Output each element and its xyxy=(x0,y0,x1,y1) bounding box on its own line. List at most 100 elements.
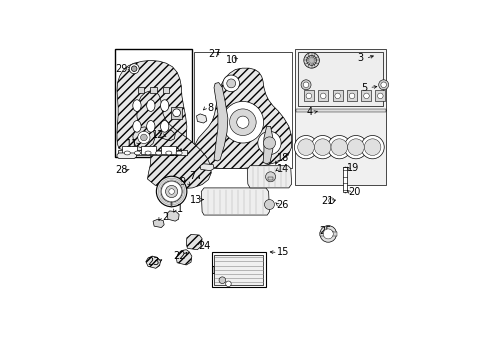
Bar xyxy=(117,150,187,156)
Circle shape xyxy=(303,53,319,68)
Text: 19: 19 xyxy=(346,163,359,173)
Bar xyxy=(150,87,157,93)
Bar xyxy=(342,167,346,192)
Polygon shape xyxy=(196,114,206,123)
Bar xyxy=(318,90,327,102)
Text: 5: 5 xyxy=(361,82,366,93)
Polygon shape xyxy=(176,250,191,265)
Circle shape xyxy=(156,176,186,207)
Circle shape xyxy=(320,93,325,99)
Polygon shape xyxy=(263,126,272,164)
Text: 13: 13 xyxy=(189,195,202,205)
Polygon shape xyxy=(214,82,227,161)
Polygon shape xyxy=(166,211,179,221)
Bar xyxy=(193,52,292,168)
Circle shape xyxy=(219,277,225,284)
Ellipse shape xyxy=(146,100,155,111)
Circle shape xyxy=(297,139,314,156)
Circle shape xyxy=(131,66,137,72)
Bar xyxy=(170,107,182,118)
Circle shape xyxy=(303,82,308,87)
Bar xyxy=(163,87,169,93)
Text: 24: 24 xyxy=(198,240,210,251)
Text: 18: 18 xyxy=(277,153,289,163)
Circle shape xyxy=(347,139,364,156)
Text: 4: 4 xyxy=(306,107,312,117)
Circle shape xyxy=(140,134,147,141)
Polygon shape xyxy=(186,234,202,250)
Polygon shape xyxy=(294,110,386,185)
Ellipse shape xyxy=(133,121,141,132)
Bar xyxy=(295,109,385,112)
Polygon shape xyxy=(153,219,164,228)
Circle shape xyxy=(265,172,275,182)
Circle shape xyxy=(328,198,334,203)
Text: 28: 28 xyxy=(115,165,127,175)
Ellipse shape xyxy=(165,151,172,155)
Circle shape xyxy=(165,185,177,198)
Polygon shape xyxy=(133,127,155,148)
Circle shape xyxy=(161,181,182,202)
Ellipse shape xyxy=(160,121,168,132)
Text: 26: 26 xyxy=(276,199,288,210)
Text: 22: 22 xyxy=(172,251,185,261)
Circle shape xyxy=(305,93,311,99)
Text: 20: 20 xyxy=(348,187,360,197)
Circle shape xyxy=(377,93,382,99)
Text: 11: 11 xyxy=(125,139,138,149)
Polygon shape xyxy=(247,166,291,188)
Bar xyxy=(319,232,336,236)
Text: 3: 3 xyxy=(357,53,363,63)
Circle shape xyxy=(168,189,174,194)
Ellipse shape xyxy=(155,151,162,155)
Circle shape xyxy=(310,135,334,159)
Ellipse shape xyxy=(160,100,168,111)
Text: 14: 14 xyxy=(276,164,288,174)
Ellipse shape xyxy=(124,151,130,155)
Polygon shape xyxy=(160,129,175,141)
Bar xyxy=(160,146,175,154)
Ellipse shape xyxy=(133,100,141,111)
Polygon shape xyxy=(294,49,386,110)
Polygon shape xyxy=(137,91,211,189)
Bar xyxy=(141,146,156,154)
Polygon shape xyxy=(145,256,160,268)
Text: 1: 1 xyxy=(177,204,183,214)
Ellipse shape xyxy=(134,151,140,155)
Text: 7: 7 xyxy=(189,171,195,181)
Circle shape xyxy=(294,135,317,159)
Circle shape xyxy=(257,131,281,155)
Circle shape xyxy=(223,75,239,92)
Polygon shape xyxy=(117,153,136,158)
Text: 8: 8 xyxy=(207,103,213,113)
Circle shape xyxy=(378,80,388,90)
Bar xyxy=(361,90,371,102)
Polygon shape xyxy=(194,68,291,168)
Circle shape xyxy=(314,139,330,156)
Text: 2: 2 xyxy=(162,212,168,222)
Circle shape xyxy=(364,139,380,156)
Ellipse shape xyxy=(146,121,155,132)
Bar xyxy=(303,90,313,102)
Circle shape xyxy=(172,109,180,117)
Text: 27: 27 xyxy=(208,49,221,59)
Polygon shape xyxy=(201,188,269,215)
Text: 16: 16 xyxy=(214,276,226,286)
Bar xyxy=(298,52,382,107)
Text: 23: 23 xyxy=(147,257,160,267)
Circle shape xyxy=(263,137,275,149)
Circle shape xyxy=(225,281,231,287)
Circle shape xyxy=(323,229,332,239)
Bar xyxy=(171,202,172,207)
Bar xyxy=(122,146,137,154)
Text: 25: 25 xyxy=(319,226,331,236)
Circle shape xyxy=(330,139,347,156)
Bar xyxy=(375,90,385,102)
Polygon shape xyxy=(117,60,186,153)
Bar xyxy=(138,87,144,93)
Circle shape xyxy=(226,79,235,88)
Text: 29: 29 xyxy=(115,64,127,74)
Ellipse shape xyxy=(145,151,151,155)
Text: 12: 12 xyxy=(152,130,164,140)
Circle shape xyxy=(138,131,150,144)
